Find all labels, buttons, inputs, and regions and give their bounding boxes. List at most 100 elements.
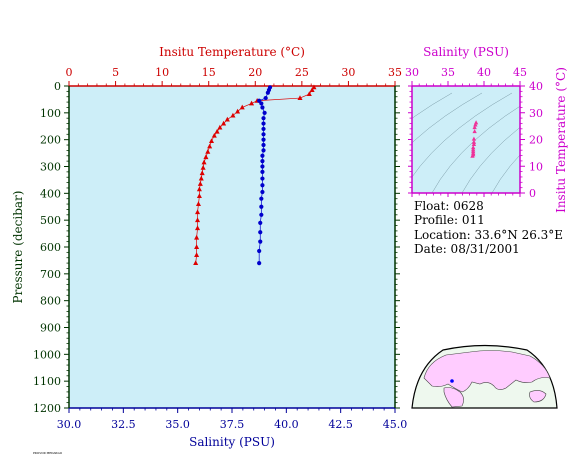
salinity-data-point [260,183,265,188]
ts-temperature-tick-label: 20 [529,134,543,147]
temperature-data-point [195,209,201,215]
pressure-tick-label: 600 [40,241,61,254]
temperature-data-point [193,260,199,266]
ts-temperature-tick-label: 40 [529,80,543,93]
temperature-data-point [311,84,317,90]
ts-salinity-tick-label: 30 [405,66,419,79]
temperature-data-point [197,181,203,186]
temperature-data-point [194,252,200,258]
pressure-tick-label: 800 [40,295,61,308]
main-series [193,84,317,266]
ts-series [470,120,479,158]
temperature-data-point [224,116,230,122]
ts-salinity-tick-label: 40 [477,66,491,79]
ts-plot-area [412,86,520,193]
ts-density-curve [412,92,453,119]
temperature-data-point [309,87,315,92]
pressure-tick-label: 1100 [33,375,61,388]
ts-density-curve [461,127,520,193]
temperature-data-point [199,170,205,176]
salinity-data-point [260,169,265,174]
ts-salinity-tick-label: 35 [441,66,455,79]
ts-data-point [471,145,476,150]
map-land-north [423,350,551,393]
salinity-data-point [261,142,266,148]
salinity-data-point [258,220,263,225]
profile-number: Profile: 011 [414,213,485,227]
temperature-tick-label: 5 [112,66,119,79]
salinity-data-point [261,148,266,153]
pressure-tick-label: 900 [40,322,61,335]
ts-density-curve [412,92,483,144]
ts-data-point [473,122,478,127]
pressure-tick-label: 300 [40,161,61,174]
salinity-data-point [265,90,270,95]
temperature-data-point [205,148,211,154]
temperature-data-point [211,132,217,138]
pressure-tick-label: 100 [40,107,61,120]
salinity-data-point [259,196,264,201]
pressure-tick-label: 500 [40,214,61,227]
salinity-data-point [261,137,266,142]
salinity-data-point [261,126,266,132]
salinity-data-point [261,121,266,126]
temperature-data-point [201,159,207,165]
ts-data-point [471,139,477,144]
temperature-data-point [239,104,245,110]
salinity-data-point [261,132,266,137]
temperature-tick-label: 30 [341,66,355,79]
salinity-data-point [259,204,264,209]
temperature-data-point [235,108,241,114]
map-land-australia [529,390,547,403]
temperature-data-point [194,234,200,240]
salinity-tick-label: 32.5 [111,418,136,431]
temperature-data-point [195,217,201,223]
salinity-data-point [260,176,265,181]
salinity-data-point [258,230,263,235]
float-location-marker [450,379,454,383]
ts-data-point [472,125,477,130]
ts-temperature-tick-label: 0 [529,187,536,200]
salinity-tick-label: 40.0 [274,418,299,431]
salinity-data-point [261,116,266,121]
temperature-tick-label: 35 [388,66,402,79]
date: Date: 08/31/2001 [414,242,520,256]
pressure-axis-title: Pressure (decibar) [11,191,25,304]
salinity-data-point [260,105,265,110]
salinity-data-point [260,164,265,169]
ts-salinity-tick-label: 45 [513,66,527,79]
main-plot-area [69,86,395,408]
temperature-data-point [198,175,204,181]
ts-data-point [471,136,477,141]
temperature-data-point [195,225,201,231]
ts-density-curve [412,92,513,178]
temperature-data-point [208,138,215,143]
ts-data-point [471,141,477,146]
temperature-data-point [200,165,206,170]
temperature-data-point [195,201,201,207]
salinity-axis-title: Salinity (PSU) [189,435,275,449]
ts-salinity-axis-title: Salinity (PSU) [423,45,509,59]
temperature-tick-label: 10 [155,66,169,79]
map-land-africa [443,387,464,408]
salinity-data-point [262,110,267,115]
temperature-data-point [214,128,220,134]
temperature-data-point [196,193,202,198]
temperature-data-point [203,154,209,160]
temperature-data-point [196,186,202,192]
pressure-tick-label: 1200 [33,402,61,415]
temperature-data-point [297,95,303,101]
salinity-data-point [257,261,262,266]
temperature-tick-label: 20 [248,66,262,79]
temperature-data-point [230,112,236,118]
pressure-tick-label: 700 [40,268,61,281]
ts-data-point [470,153,475,158]
ts-temperature-tick-label: 30 [529,107,543,120]
salinity-data-point [260,153,265,158]
ts-temperature-axis-title: Insitu Temperature (°C) [554,67,568,213]
temperature-axis-title: Insitu Temperature (°C) [159,45,305,59]
ts-density-curve [491,154,520,193]
pressure-tick-label: 0 [54,80,61,93]
